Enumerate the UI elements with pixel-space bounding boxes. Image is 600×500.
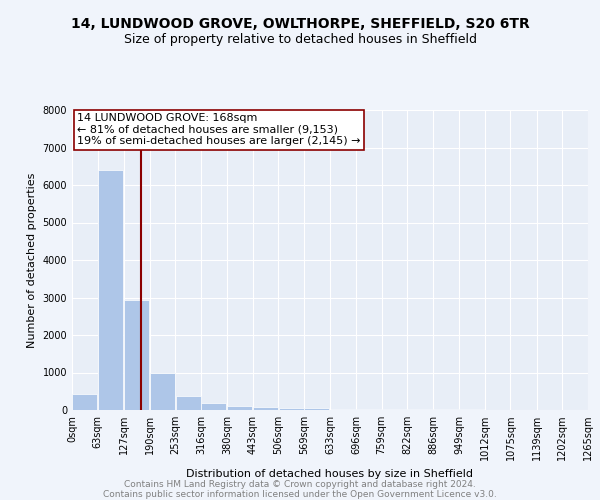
Bar <box>382 409 407 410</box>
Bar <box>124 300 149 410</box>
Bar <box>253 407 278 410</box>
Text: 14, LUNDWOOD GROVE, OWLTHORPE, SHEFFIELD, S20 6TR: 14, LUNDWOOD GROVE, OWLTHORPE, SHEFFIELD… <box>71 18 529 32</box>
Bar <box>150 374 175 410</box>
Text: 14 LUNDWOOD GROVE: 168sqm
← 81% of detached houses are smaller (9,153)
19% of se: 14 LUNDWOOD GROVE: 168sqm ← 81% of detac… <box>77 113 361 146</box>
Bar <box>201 403 226 410</box>
Text: Contains public sector information licensed under the Open Government Licence v3: Contains public sector information licen… <box>103 490 497 499</box>
Bar <box>73 394 97 410</box>
X-axis label: Distribution of detached houses by size in Sheffield: Distribution of detached houses by size … <box>187 468 473 478</box>
Bar <box>98 170 123 410</box>
Bar <box>331 408 356 410</box>
Text: Size of property relative to detached houses in Sheffield: Size of property relative to detached ho… <box>124 32 476 46</box>
Bar <box>279 408 304 410</box>
Bar <box>176 396 200 410</box>
Bar <box>304 408 329 410</box>
Bar <box>227 406 253 410</box>
Text: Contains HM Land Registry data © Crown copyright and database right 2024.: Contains HM Land Registry data © Crown c… <box>124 480 476 489</box>
Y-axis label: Number of detached properties: Number of detached properties <box>27 172 37 348</box>
Bar <box>356 409 381 410</box>
